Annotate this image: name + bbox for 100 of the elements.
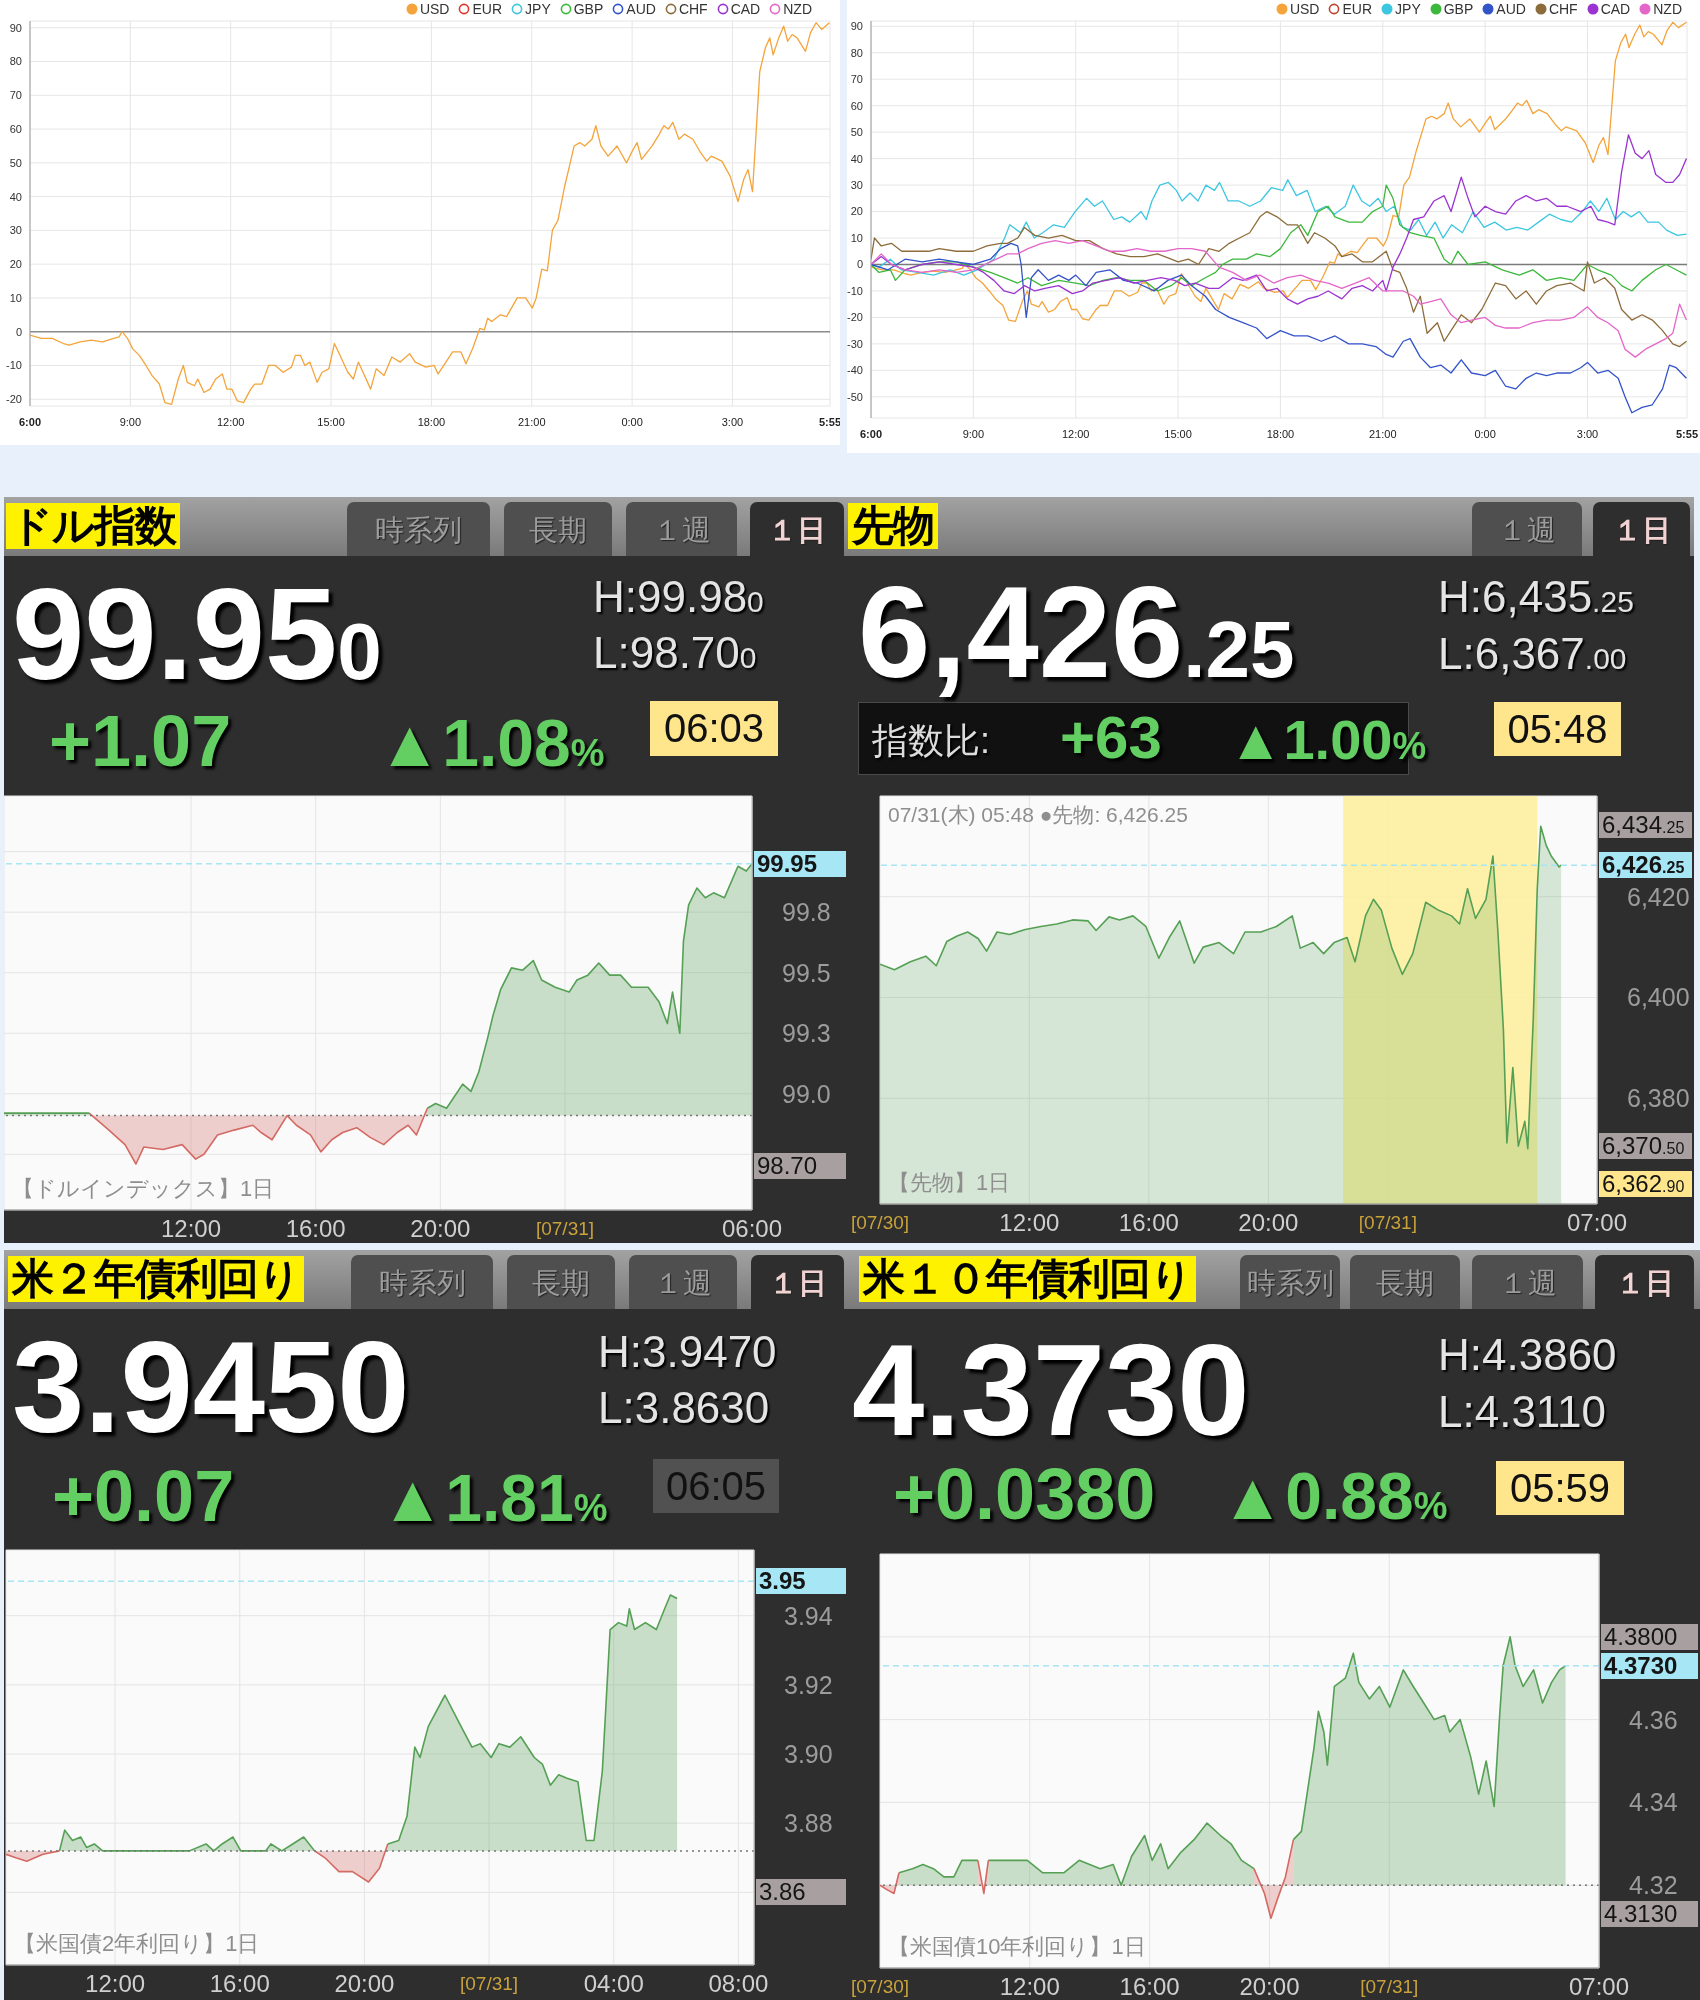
y-tick-label: -50 [847,390,863,403]
y-tick-label: 6,420 [1627,882,1690,911]
text: L:98.700 [593,627,757,677]
x-tick-label: 21:00 [1369,428,1397,440]
y-tick-label: 30 [850,179,863,191]
x-tick-label: 9:00 [119,416,142,428]
x-tick-label: 15:00 [317,416,345,428]
x-tick-label: 07:00 [1568,1973,1630,2000]
y-tick-label: 60 [9,122,22,135]
period-tab[interactable]: １週 [629,1255,737,1309]
y-tick-label: 99.0 [782,1079,831,1108]
x-tick-label: 20:00 [410,1215,471,1242]
text: 98.70 [754,1152,846,1180]
text: H:99.980 [593,571,764,621]
y-tick-label: 20 [850,205,863,218]
legend-label: CHF [1548,1,1578,17]
y-tick-label: 70 [850,73,863,86]
period-tab[interactable]: 長期 [1350,1255,1460,1309]
period-tab[interactable]: １週 [626,502,737,556]
y-tick-label: 70 [9,89,22,102]
chart-title: 米２年債利回り [8,1255,304,1302]
y-tick-label: 0 [856,258,863,271]
period-tab[interactable]: １週 [1472,502,1582,556]
period-tab[interactable]: 長期 [507,1255,615,1309]
ref-line-label: 4.3730 [1601,1651,1698,1679]
text: L:4.3110 [1438,1386,1607,1436]
legend-label: CHF [678,1,708,17]
period-tab[interactable]: 時系列 [351,1255,493,1309]
text: 6,370.50 [1599,1132,1692,1160]
period-tab[interactable]: 時系列 [347,502,490,556]
x-tick-label: 20:00 [334,1970,395,1997]
x-tick-label: 6:00 [18,416,42,428]
x-tick-label: 20:00 [1239,1973,1300,2000]
period-tab[interactable]: １日 [750,502,844,556]
x-tick-label: 5:55 [818,416,842,428]
y-tick-label: 3.90 [784,1740,833,1769]
x-tick-label: 16:00 [285,1215,346,1242]
y-tick-label: 4.36 [1629,1705,1678,1734]
ref-line-label: 6,426.25 [1599,851,1692,879]
y-tick-label: 80 [850,46,863,59]
x-tick-label: 04:00 [583,1970,644,1997]
x-tick-label: 20:00 [1238,1209,1299,1236]
text: 指数比: [872,719,991,761]
y-tick-label: -20 [847,311,863,324]
text: +63 [1060,704,1162,772]
y-tick-label: 4.32 [1629,1871,1678,1900]
x-tick-label: [07/31] [1360,1976,1419,1997]
y-tick-label: 90 [9,21,22,34]
x-tick-label: 0:00 [621,416,643,428]
x-tick-label: 16:00 [209,1970,270,1997]
x-tick-label: 9:00 [962,428,985,440]
x-tick-label: 5:55 [1675,428,1699,440]
x-tick-label: 08:00 [708,1970,769,1997]
text: H:3.9470 [598,1326,777,1376]
y-tick-label: 30 [9,224,22,237]
x-tick-label: [07/31] [535,1218,595,1239]
y-tick-label: -40 [847,364,863,377]
y-tick-label: 20 [9,258,22,271]
text: L:3.8630 [598,1382,770,1432]
annotation: 【ドルインデックス】1日 [12,1176,275,1202]
x-tick-label: 18:00 [417,416,446,428]
ref-line-label: 3.95 [756,1567,846,1595]
legend-label: USD [1289,1,1320,17]
period-tab[interactable]: 時系列 [1240,1255,1340,1309]
x-tick-label: 12:00 [160,1215,222,1242]
y-tick-label: 3.92 [784,1670,833,1699]
y-tick-label: -30 [847,337,863,350]
period-tab[interactable]: 長期 [504,502,612,556]
period-tab[interactable]: １日 [751,1255,844,1309]
y-tick-label: 3.94 [784,1601,833,1630]
chart-title: ドル指数 [6,502,180,549]
x-tick-label: 12:00 [85,1970,146,1997]
y-tick-label: 10 [850,231,863,244]
y-tick-label: 50 [9,156,22,169]
y-tick-label: 3.88 [784,1809,833,1838]
x-tick-label: [07/31] [460,1973,519,1994]
period-tab[interactable]: １日 [1593,502,1690,556]
x-tick-label: 15:00 [1164,428,1192,440]
text: 4.3130 [1601,1900,1698,1928]
text: 05:59 [1496,1461,1624,1515]
text: 06:03 [650,701,778,756]
legend-label: AUD [1496,1,1526,17]
text: 4.3800 [1601,1622,1698,1650]
text: H:4.3860 [1438,1329,1617,1379]
legend-label: CAD [730,1,761,17]
annotation: 【米国債10年利回り】1日 [888,1934,1146,1960]
text: ▲1.00% [1228,707,1427,771]
x-tick-label: 3:00 [1576,428,1599,440]
y-tick-label: 6,380 [1627,1084,1690,1113]
text: 06:05 [653,1459,779,1513]
chart-title: 先物 [848,502,938,549]
period-tab[interactable]: １日 [1595,1255,1694,1309]
legend-label: EUR [472,1,503,17]
y-tick-label: 99.8 [782,898,831,927]
y-tick-label: 99.3 [782,1019,831,1048]
text: 3.86 [756,1878,846,1906]
period-tab[interactable]: １週 [1472,1255,1583,1309]
annotation: 【先物】1日 [888,1170,1011,1196]
x-tick-label: [07/30] [850,1212,910,1233]
text: ▲1.81% [380,1461,608,1536]
